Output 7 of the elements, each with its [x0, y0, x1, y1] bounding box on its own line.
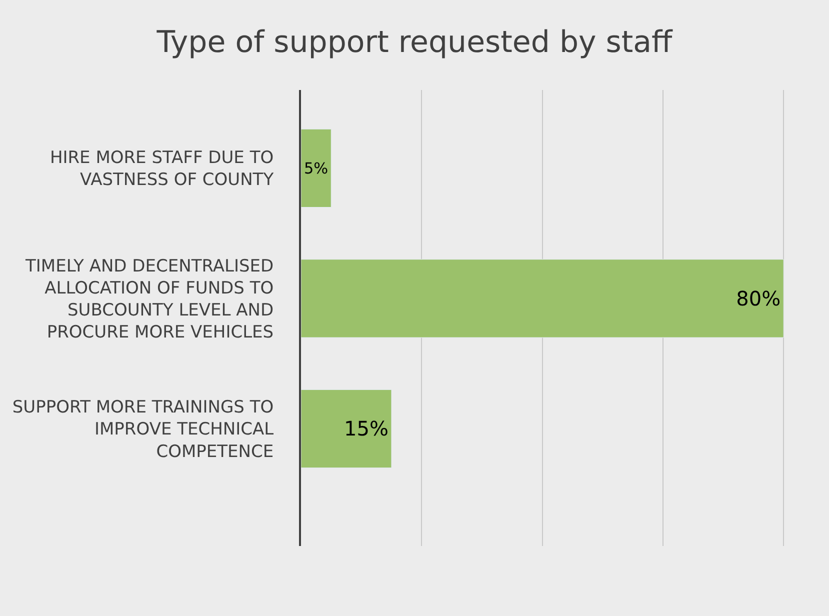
- y-tick-label: TIMELY AND DECENTRALISED ALLOCATION OF FUNDS TO SUBCOUNTY LEVEL AND PROCURE MORE VEHICLES: [24, 256, 274, 343]
- chart-title: Type of support requested by staff: [156, 24, 674, 60]
- data-label: 5%: [304, 160, 328, 178]
- y-tick-label: HIRE MORE STAFF DUE TO VASTNESS OF COUNTY: [50, 148, 274, 190]
- data-label: 15%: [344, 416, 388, 441]
- data-label: 80%: [736, 286, 781, 310]
- y-tick-label: SUPPORT MORE TRAININGS TO IMPROVE TECHNICAL COMPETENCE: [12, 398, 274, 462]
